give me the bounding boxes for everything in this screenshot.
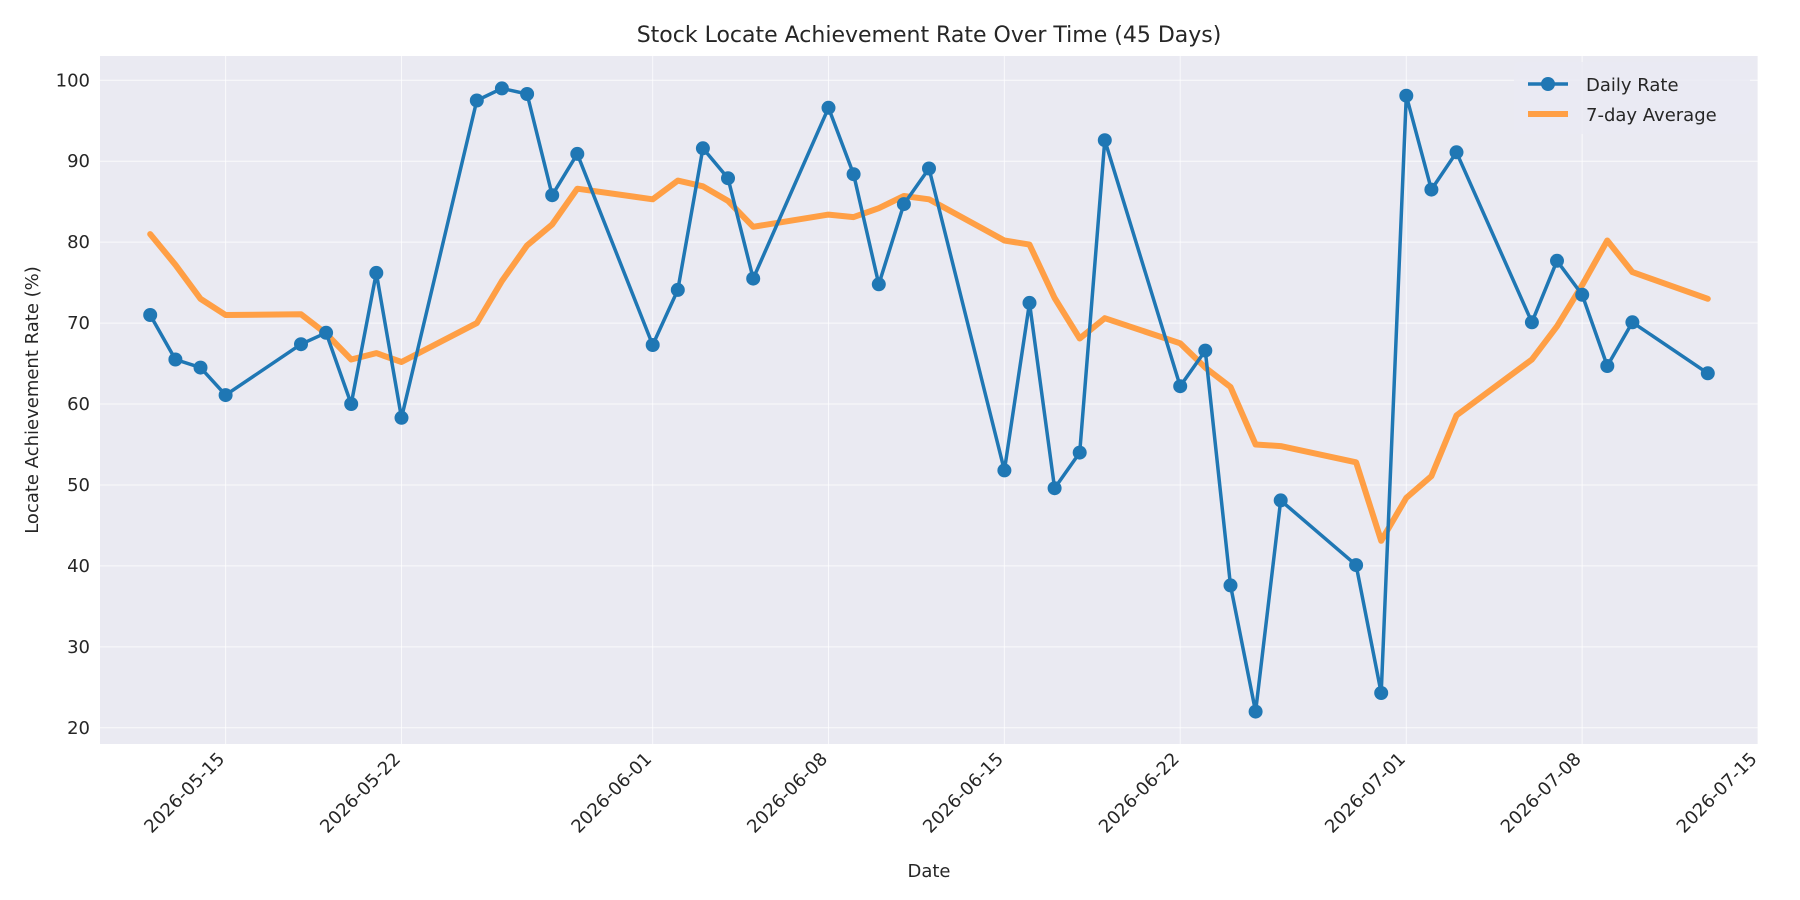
data-point-daily-rate [218, 388, 233, 403]
data-point-daily-rate [1223, 578, 1238, 593]
data-point-daily-rate [494, 81, 509, 96]
y-axis-label: Locate Achievement Rate (%) [22, 266, 43, 534]
x-tick-label: 2026-06-08 [743, 749, 832, 838]
data-point-daily-rate [871, 277, 886, 292]
y-tick-label: 50 [67, 475, 90, 496]
data-point-daily-rate [143, 308, 158, 322]
data-point-daily-rate [896, 197, 911, 212]
data-point-daily-rate [520, 87, 535, 101]
data-point-daily-rate [369, 265, 384, 280]
y-tick-label: 40 [67, 556, 90, 577]
data-point-daily-rate [570, 146, 585, 161]
data-point-daily-rate [1047, 481, 1062, 496]
y-tick-label: 20 [67, 718, 90, 739]
data-point-daily-rate [193, 360, 208, 375]
legend-label-daily-rate: Daily Rate [1586, 75, 1679, 96]
data-point-daily-rate [168, 352, 183, 367]
data-point-daily-rate [1424, 182, 1439, 197]
chart-title: Stock Locate Achievement Rate Over Time … [637, 23, 1222, 48]
data-point-daily-rate [1575, 287, 1590, 302]
data-point-daily-rate [645, 338, 660, 352]
data-point-daily-rate [344, 397, 359, 411]
data-point-daily-rate [1524, 315, 1539, 330]
data-point-daily-rate [1700, 366, 1715, 381]
x-tick-label: 2026-06-01 [567, 749, 656, 838]
y-tick-label: 100 [56, 70, 90, 91]
data-point-daily-rate [1273, 493, 1288, 508]
y-tick-label: 60 [67, 394, 90, 415]
data-point-daily-rate [695, 141, 710, 156]
x-axis-label: Date [907, 861, 950, 882]
series-layer [143, 81, 1715, 719]
data-point-daily-rate [721, 171, 735, 186]
y-tick-label: 70 [67, 313, 90, 334]
data-point-daily-rate [1072, 445, 1087, 460]
data-point-daily-rate [1349, 558, 1364, 573]
y-tick-label: 80 [67, 232, 90, 253]
data-point-daily-rate [294, 337, 308, 352]
data-point-daily-rate [1248, 704, 1263, 719]
legend-label-7-day-average: 7-day Average [1586, 105, 1717, 126]
data-point-daily-rate [1625, 315, 1640, 330]
data-point-daily-rate [670, 282, 685, 297]
y-tick-label: 30 [67, 637, 90, 658]
legend-box [1514, 62, 1750, 134]
x-tick-label: 2026-06-15 [919, 749, 1008, 838]
data-point-daily-rate [394, 410, 409, 425]
x-tick-label: 2026-07-08 [1497, 749, 1586, 838]
x-tick-label: 2026-06-22 [1095, 749, 1184, 838]
data-point-daily-rate [545, 188, 560, 203]
data-point-daily-rate [1097, 133, 1112, 148]
data-point-daily-rate [1550, 253, 1564, 268]
x-tick-label: 2026-07-15 [1673, 749, 1762, 838]
legend: Daily Rate 7-day Average [1514, 62, 1750, 134]
data-point-daily-rate [922, 161, 936, 176]
data-point-daily-rate [1600, 359, 1615, 373]
x-tick-label: 2026-07-01 [1321, 749, 1410, 838]
y-tick-label: 90 [67, 151, 90, 172]
data-point-daily-rate [821, 100, 836, 115]
x-tick-label: 2026-05-22 [316, 749, 405, 838]
series-line-7-day-average [147, 177, 1711, 544]
legend-marker-daily-rate [1541, 77, 1555, 91]
y-axis-ticks: 20 30 40 50 60 70 80 90 100 [56, 70, 90, 739]
data-point-daily-rate [319, 325, 334, 340]
data-point-daily-rate [1399, 88, 1414, 103]
data-point-daily-rate [746, 271, 761, 286]
data-point-daily-rate [846, 167, 861, 182]
data-point-daily-rate [469, 93, 484, 108]
data-point-daily-rate [1198, 343, 1213, 358]
data-point-daily-rate [1173, 379, 1188, 394]
data-point-daily-rate [1449, 145, 1464, 160]
x-axis-ticks: 2026-05-15 2026-05-22 2026-06-01 2026-06-08… [140, 749, 1761, 838]
data-point-daily-rate [997, 463, 1012, 478]
data-point-daily-rate [1022, 295, 1037, 310]
data-point-daily-rate [1374, 686, 1389, 700]
x-tick-label: 2026-05-15 [140, 749, 229, 838]
